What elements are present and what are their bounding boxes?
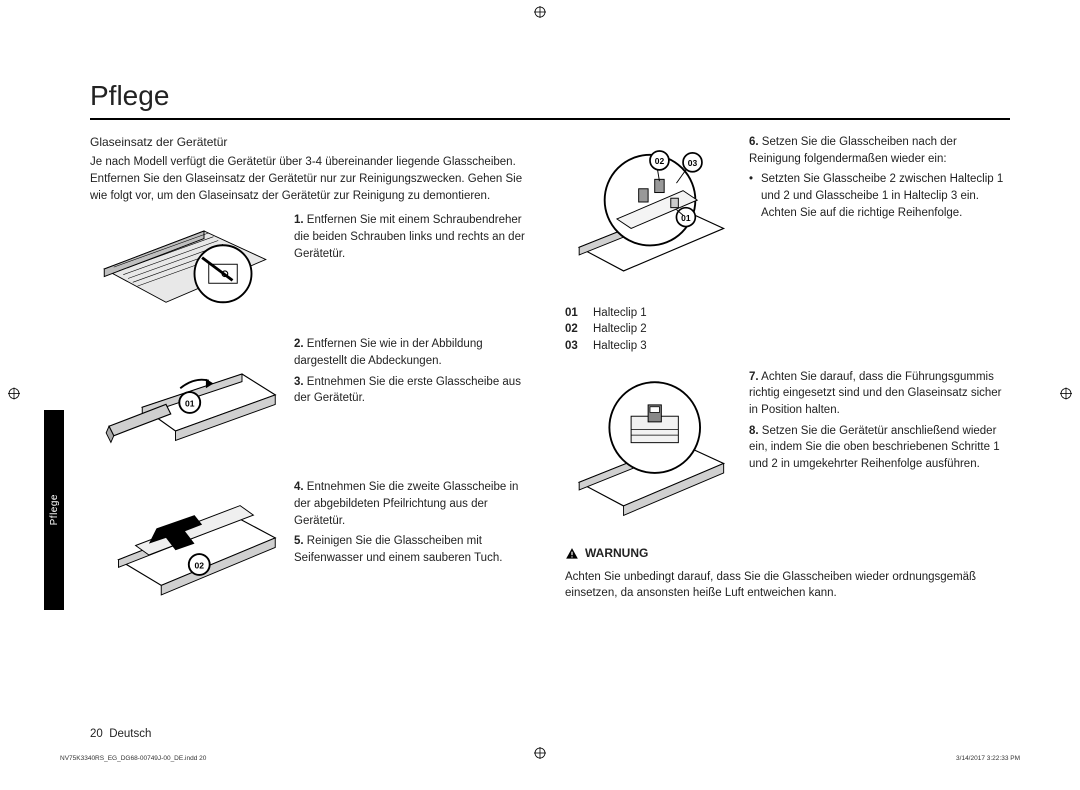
legend-k2: 02 <box>565 321 585 338</box>
side-tab-label: Pflege <box>49 494 60 525</box>
left-column: Glaseinsatz der Gerätetür Je nach Modell… <box>90 134 535 622</box>
step-1-text: 1. Entfernen Sie mit einem Schraubendreh… <box>294 212 535 266</box>
step-2-body: Entfernen Sie wie in der Abbildung darge… <box>294 338 483 367</box>
subheading: Glaseinsatz der Gerätetür <box>90 134 535 151</box>
legend-k1: 01 <box>565 305 585 322</box>
step-1-row: 1. Entfernen Sie mit einem Schraubendreh… <box>90 212 535 326</box>
step-1-num: 1. <box>294 214 304 226</box>
step-8-body: Setzen Sie die Gerätetür anschließend wi… <box>749 425 1000 470</box>
legend-v3: Halteclip 3 <box>593 338 647 355</box>
step-2-3-text: 2. Entfernen Sie wie in der Abbildung da… <box>294 336 535 411</box>
step-5-body: Reinigen Sie die Glasscheiben mit Seifen… <box>294 535 502 564</box>
step-6-bullet: Setzten Sie Glasscheibe 2 zwischen Halte… <box>749 171 1010 221</box>
step-4-body: Entnehmen Sie die zweite Glasscheibe in … <box>294 481 518 526</box>
legend-k3: 03 <box>565 338 585 355</box>
illustration-step-1 <box>90 212 280 326</box>
illustration-step-4: 02 <box>90 479 280 612</box>
warning-heading: WARNUNG <box>565 545 1010 562</box>
step-4-num: 4. <box>294 481 304 493</box>
content-columns: Glaseinsatz der Gerätetür Je nach Modell… <box>90 134 1010 622</box>
step-7-num: 7. <box>749 371 759 383</box>
step-6-row: 01 02 03 6. Setzen Si <box>565 134 1010 295</box>
step-6-num: 6. <box>749 136 759 148</box>
step-8-num: 8. <box>749 425 759 437</box>
footer-lang: Deutsch <box>109 728 151 740</box>
legend-row-1: 01 Halteclip 1 <box>565 305 1010 322</box>
step-3-num: 3. <box>294 376 304 388</box>
intro-text: Je nach Modell verfügt die Gerätetür übe… <box>90 154 535 204</box>
step-4-5-text: 4. Entnehmen Sie die zweite Glasscheibe … <box>294 479 535 570</box>
callout-02: 02 <box>194 561 204 571</box>
title-rule <box>90 118 1010 120</box>
crop-mark-bottom-icon <box>534 747 546 762</box>
step-6-text: 6. Setzen Sie die Glasscheiben nach der … <box>749 134 1010 225</box>
warning-icon <box>565 547 579 561</box>
crop-mark-right-icon <box>1060 388 1072 403</box>
crop-mark-left-icon <box>8 388 20 403</box>
manual-page: Pflege Pflege Glaseinsatz der Gerätetür … <box>0 0 1080 790</box>
callout-r03: 03 <box>688 158 698 168</box>
legend-v1: Halteclip 1 <box>593 305 647 322</box>
imprint-left: NV75K3340RS_EG_DG68-00749J-00_DE.indd 20 <box>60 755 206 762</box>
crop-mark-top-icon <box>534 6 546 21</box>
step-5-num: 5. <box>294 535 304 547</box>
legend-row-2: 02 Halteclip 2 <box>565 321 1010 338</box>
step-7-body: Achten Sie darauf, dass die Führungsgumm… <box>749 371 1002 416</box>
step-7-8-text: 7. Achten Sie darauf, dass die Führungsg… <box>749 369 1010 477</box>
step-3-body: Entnehmen Sie die erste Glasscheibe aus … <box>294 376 521 405</box>
legend-v2: Halteclip 2 <box>593 321 647 338</box>
side-tab: Pflege <box>44 410 64 610</box>
warning-text: Achten Sie unbedingt darauf, dass Sie di… <box>565 569 1010 602</box>
step-2-num: 2. <box>294 338 304 350</box>
step-4-5-row: 02 4. Entnehmen Sie die zweite Glasschei… <box>90 479 535 612</box>
illustration-step-6: 01 02 03 <box>565 134 735 295</box>
illustration-step-2: 01 <box>90 336 280 469</box>
footer: 20 Deutsch <box>90 728 151 740</box>
imprint-right: 3/14/2017 3:22:33 PM <box>956 755 1020 762</box>
step-7-8-row: 7. Achten Sie darauf, dass die Führungsg… <box>565 369 1010 530</box>
callout-01: 01 <box>185 399 195 409</box>
page-number: 20 <box>90 728 103 740</box>
warning-label: WARNUNG <box>585 545 648 562</box>
right-column: 01 02 03 6. Setzen Si <box>565 134 1010 622</box>
legend: 01 Halteclip 1 02 Halteclip 2 03 Halteclip … <box>565 305 1010 355</box>
step-6-body: Setzen Sie die Glasscheiben nach der Rei… <box>749 136 957 165</box>
page-title: Pflege <box>90 80 1010 112</box>
legend-row-3: 03 Halteclip 3 <box>565 338 1010 355</box>
illustration-step-7 <box>565 369 735 530</box>
callout-r02: 02 <box>655 156 665 166</box>
step-2-3-row: 01 2. Entfernen Sie wie in der Abbildung… <box>90 336 535 469</box>
step-1-body: Entfernen Sie mit einem Schraubendreher … <box>294 214 525 259</box>
